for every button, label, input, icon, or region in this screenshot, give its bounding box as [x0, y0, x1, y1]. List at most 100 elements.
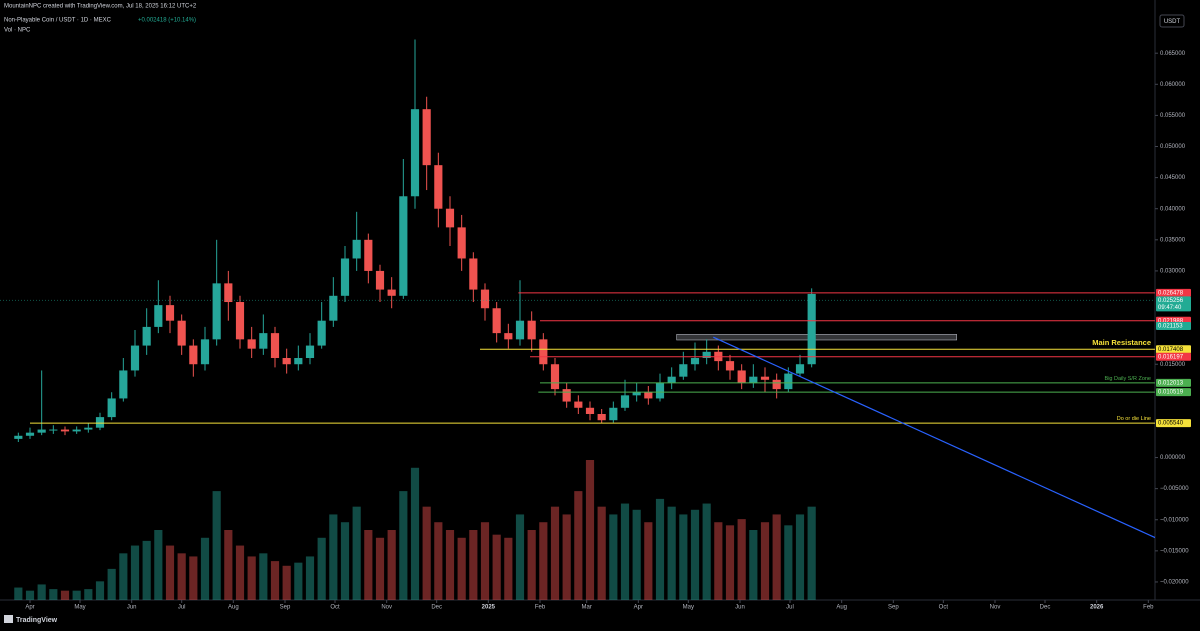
plot — [0, 39, 1155, 600]
volume-bar — [177, 553, 186, 600]
candle-body — [422, 109, 431, 166]
y-tick-label: 0.030000 — [1160, 268, 1186, 274]
volume-bar — [375, 537, 385, 600]
credit: MountainNPC created with TradingView.com… — [4, 4, 197, 10]
currency-box[interactable] — [1159, 14, 1185, 28]
candle-body — [60, 429, 70, 432]
price-badge-label: 0.025256 — [1158, 298, 1184, 304]
volume-bar — [784, 525, 793, 600]
candle-body — [480, 289, 490, 309]
change: +0.002418 (+10.14%) — [138, 18, 196, 24]
x-tick-label: Apr — [25, 605, 34, 611]
candle-body — [504, 333, 513, 340]
volume-bar — [119, 553, 128, 600]
candle-body — [142, 326, 151, 346]
candle-body — [457, 227, 466, 259]
candle-body — [620, 395, 630, 408]
x-tick-label: Oct — [330, 605, 340, 611]
volume-bar — [165, 545, 175, 600]
candle-body — [469, 258, 478, 290]
x-tick-label: Dec — [1040, 605, 1051, 611]
candle-body — [597, 413, 606, 421]
x-tick-label: Sep — [280, 605, 291, 611]
candle-body — [667, 376, 676, 383]
price-badge-label: 0.017408 — [1158, 347, 1184, 353]
volume-bar — [352, 506, 361, 600]
candle-body — [95, 417, 105, 428]
volume-bar — [807, 506, 816, 600]
candle-body — [165, 305, 175, 321]
volume-bar — [492, 534, 501, 600]
price-badge-label: 0.021988 — [1158, 318, 1184, 324]
candle-body — [445, 208, 455, 228]
volume-bar — [760, 522, 770, 600]
volume-bar — [644, 522, 653, 600]
volume-label: Vol · NPC — [4, 28, 31, 34]
y-tick-label: −0.010000 — [1160, 517, 1189, 523]
candle-body — [550, 364, 560, 390]
candle-body — [574, 401, 583, 408]
volume-bar — [679, 514, 688, 600]
volume-bar — [130, 545, 140, 600]
volume-bar — [480, 522, 490, 600]
volume-bar — [37, 584, 46, 600]
y-tick-label: 0.055000 — [1160, 113, 1186, 119]
y-tick-label: 0.015000 — [1160, 362, 1186, 368]
countdown: 09:47:40 — [1158, 305, 1182, 311]
candle-body — [317, 320, 326, 346]
x-tick-label: May — [74, 605, 85, 611]
volume-bar — [329, 514, 338, 600]
volume-bar — [515, 514, 525, 600]
volume-bar — [189, 556, 198, 600]
currency[interactable]: USDT — [1164, 19, 1181, 25]
level-note: Do or die Line — [1117, 416, 1151, 422]
volume-bar — [609, 514, 618, 600]
volume-bar — [772, 514, 781, 600]
candle-body — [655, 382, 665, 399]
volume-bar — [270, 561, 280, 600]
symbol: Non-Playable Coin / USDT · 1D · MEXC — [4, 18, 112, 24]
brand-logo — [4, 615, 13, 623]
price-badge-label: 0.010519 — [1158, 390, 1184, 396]
volume-bar — [749, 530, 758, 600]
volume-bar — [142, 540, 151, 600]
y-tick-label: 0.050000 — [1160, 144, 1186, 150]
candle-body — [795, 364, 805, 374]
candle-body — [25, 432, 35, 436]
candle-body — [247, 339, 256, 349]
volume-bar — [562, 514, 571, 600]
volume-bar — [725, 525, 735, 600]
candle-body — [154, 305, 163, 327]
volume-bar — [387, 530, 396, 600]
y-tick-label: −0.005000 — [1160, 486, 1189, 492]
volume-bar — [154, 530, 163, 600]
candle-body — [84, 427, 93, 430]
candle-body — [259, 333, 268, 349]
volume-bar — [305, 556, 315, 600]
x-tick-label: May — [683, 605, 694, 611]
candle-body — [375, 270, 385, 290]
price-badge — [1156, 378, 1191, 387]
level-note: Big Daily S/R Zone — [1105, 376, 1151, 382]
x-tick-label: Jun — [735, 605, 745, 611]
zone — [676, 334, 957, 341]
volume-bar — [574, 491, 583, 600]
trendline — [713, 336, 1155, 539]
volume-bar — [60, 590, 70, 600]
candle-body — [702, 351, 711, 359]
candle-body — [340, 258, 350, 296]
price-badge — [1156, 288, 1191, 297]
volume-bar — [702, 503, 711, 600]
y-tick-label: 0.045000 — [1160, 175, 1186, 181]
candle-body — [539, 339, 548, 365]
volume-bar — [527, 530, 536, 600]
volume-bar — [212, 491, 221, 600]
y-tick-label: −0.020000 — [1160, 580, 1189, 586]
candle-body — [119, 370, 128, 399]
x-tick-label: Jun — [127, 605, 137, 611]
x-tick-label: Jul — [786, 605, 794, 611]
candle-body — [107, 398, 116, 418]
volume-bar — [95, 581, 105, 600]
x-tick-label: Nov — [381, 605, 392, 611]
volume-bar — [340, 522, 350, 600]
